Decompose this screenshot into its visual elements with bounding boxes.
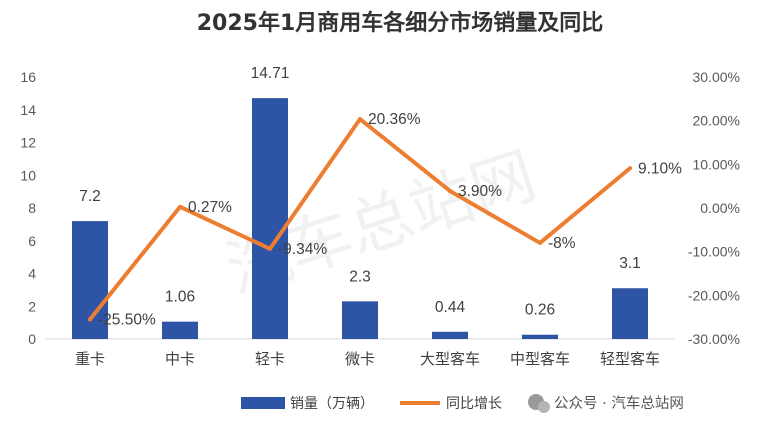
- bar-data-label: 3.1: [619, 255, 641, 272]
- right-tick-label: -20.00%: [688, 287, 740, 303]
- line-point: [358, 117, 362, 122]
- chart-title: 2025年1月商用车各细分市场销量及同比: [197, 10, 604, 36]
- left-tick-label: 16: [20, 69, 36, 85]
- line-data-label: 3.90%: [458, 183, 502, 200]
- right-axis: -30.00% -20.00% -10.00% 0.00% 10.00% 20.00% 30…: [688, 69, 740, 347]
- line-point: [268, 246, 272, 251]
- left-tick-label: 4: [28, 266, 36, 282]
- line-data-label: 9.10%: [638, 160, 682, 177]
- bar-data-label: 7.2: [79, 188, 101, 205]
- legend-bar-label: 销量（万辆）: [290, 396, 374, 412]
- left-tick-label: 6: [28, 233, 36, 249]
- left-tick-label: 2: [28, 298, 36, 314]
- category-label: 微卡: [345, 350, 375, 368]
- source-text: 公众号 · 汽车总站网: [554, 395, 684, 412]
- legend: 销量（万辆） 同比增长: [241, 396, 502, 412]
- bar: [522, 334, 558, 339]
- right-tick-label: 10.00%: [693, 156, 740, 172]
- line-point: [88, 317, 92, 322]
- bar: [162, 321, 198, 339]
- category-label: 中型客车: [510, 350, 570, 368]
- bar: [252, 98, 288, 339]
- right-tick-label: 30.00%: [693, 69, 740, 85]
- line-series: [88, 117, 632, 322]
- category-label: 重卡: [75, 350, 105, 368]
- line-data-label: -8%: [548, 235, 576, 252]
- bar-data-label: 0.44: [435, 299, 466, 316]
- right-tick-label: -30.00%: [688, 331, 740, 347]
- line-data-label: 20.36%: [368, 111, 421, 128]
- category-label: 轻卡: [255, 350, 285, 368]
- bar-data-label: 1.06: [165, 289, 195, 306]
- source-watermark: 公众号 · 汽车总站网: [528, 394, 684, 413]
- category-axis: 重卡 中卡 轻卡 微卡 大型客车 中型客车 轻型客车: [75, 350, 660, 368]
- legend-line-label: 同比增长: [446, 396, 502, 412]
- bar-data-label: 0.26: [525, 302, 555, 319]
- left-tick-label: 0: [28, 331, 36, 347]
- bar-data-label: 2.3: [349, 268, 371, 285]
- bar: [612, 288, 648, 339]
- right-tick-label: 0.00%: [700, 200, 740, 216]
- line-data-label: -25.50%: [98, 311, 156, 328]
- bar-data-label: 14.71: [251, 65, 290, 82]
- left-tick-label: 14: [20, 102, 36, 118]
- wechat-icon-bubble: [538, 401, 550, 413]
- line-point: [448, 188, 452, 193]
- left-tick-label: 10: [20, 167, 36, 183]
- right-tick-label: -10.00%: [688, 244, 740, 260]
- bar: [432, 331, 468, 339]
- line-point: [628, 166, 632, 171]
- line-data-labels: -25.50% 0.27% -9.34% 20.36% 3.90% -8% 9.10%: [98, 111, 682, 328]
- category-label: 轻型客车: [600, 350, 660, 368]
- left-tick-label: 8: [28, 200, 36, 216]
- bar-data-labels: 7.2 1.06 14.71 2.3 0.44 0.26 3.1: [79, 65, 641, 319]
- line-data-label: -9.34%: [278, 241, 327, 258]
- bar: [342, 301, 378, 339]
- line-data-label: 0.27%: [188, 199, 232, 216]
- line-point: [538, 240, 542, 245]
- line-point: [178, 204, 182, 209]
- right-tick-label: 20.00%: [693, 113, 740, 129]
- category-label: 中卡: [165, 350, 195, 368]
- left-axis: 0 2 4 6 8 10 12 14 16: [20, 69, 36, 347]
- category-label: 大型客车: [420, 350, 480, 368]
- legend-bar-swatch: [241, 397, 285, 409]
- left-tick-label: 12: [20, 135, 36, 151]
